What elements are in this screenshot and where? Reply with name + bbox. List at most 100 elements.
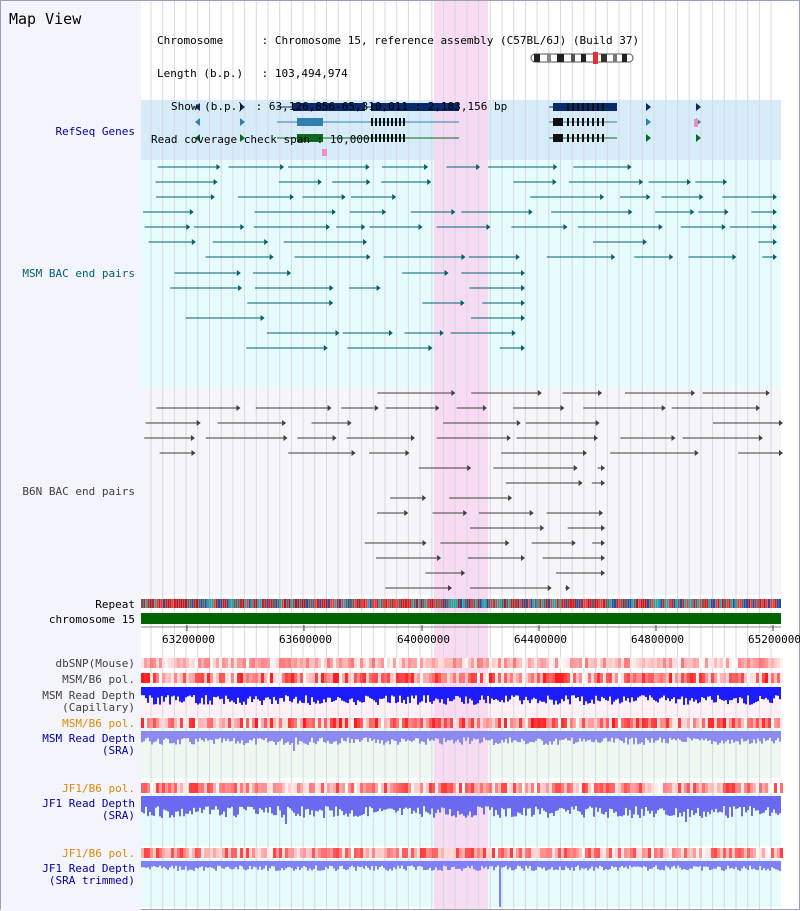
depth-bar (379, 687, 381, 699)
msm-read-depth-sra-track[interactable] (141, 731, 781, 751)
repeat-element (728, 599, 731, 608)
depth-bar (727, 796, 729, 818)
depth-bar (499, 731, 501, 744)
chromosome-15-bar[interactable] (141, 613, 781, 624)
depth-bar (483, 861, 485, 869)
heat-cell (612, 783, 615, 793)
depth-bar (347, 687, 349, 704)
depth-bar (311, 796, 313, 811)
depth-bar (345, 796, 347, 814)
heat-cell (711, 658, 714, 668)
heat-cell (432, 673, 435, 683)
heat-cell (315, 848, 318, 858)
label-msm-read-depth-sra[interactable]: MSM Read Depth (42, 732, 135, 745)
heat-cell (327, 673, 330, 683)
depth-bar (703, 861, 705, 867)
heat-cell (285, 718, 288, 728)
heat-cell (252, 848, 255, 858)
label-jf1-read-depth-trimmed[interactable]: JF1 Read Depth (42, 862, 135, 875)
depth-bar (317, 861, 319, 871)
depth-bar (347, 731, 349, 738)
msm-read-depth-capillary-track[interactable] (141, 687, 781, 705)
repeat-element (508, 599, 511, 608)
depth-bar (425, 861, 427, 870)
depth-bar (325, 796, 327, 807)
label-chromosome[interactable]: chromosome 15 (48, 613, 135, 626)
b6n-bac-end-pairs-track[interactable] (144, 390, 783, 591)
heat-cell (747, 673, 750, 683)
depth-bar (167, 731, 169, 739)
depth-bar (369, 861, 371, 870)
heat-cell (231, 658, 234, 668)
msm-bac-end-pairs-track[interactable] (143, 164, 777, 351)
heat-cell (756, 848, 759, 858)
label-repeat[interactable]: Repeat (95, 598, 135, 611)
depth-bar (663, 861, 665, 871)
msm-b6-pol-track-2[interactable] (141, 718, 783, 728)
repeat-element (200, 599, 203, 608)
depth-bar (311, 861, 313, 871)
depth-bar (521, 687, 523, 705)
depth-bar (307, 861, 309, 871)
depth-bar (429, 687, 431, 702)
repeat-element (163, 599, 165, 608)
jf1-b6-pol-track-1[interactable] (141, 783, 783, 793)
depth-bar (533, 861, 535, 871)
repeat-element (779, 599, 781, 608)
dbsnp-track[interactable] (141, 658, 783, 668)
chromosome-ideogram[interactable] (530, 52, 634, 64)
label-msm-b6-pol-2[interactable]: MSM/B6 pol. (62, 717, 135, 730)
label-dbsnp[interactable]: dbSNP(Mouse) (55, 657, 135, 670)
jf1-b6-pol-track-2[interactable] (141, 848, 783, 858)
depth-bar (409, 796, 411, 808)
depth-bar (739, 687, 741, 698)
heat-cell (552, 848, 555, 858)
heat-cell (141, 658, 144, 668)
heat-cell (615, 658, 618, 668)
depth-bar (761, 861, 763, 871)
depth-bar (209, 861, 211, 867)
label-msm-b6-pol-1[interactable]: MSM/B6 pol. (62, 673, 135, 686)
depth-bar (595, 731, 597, 740)
repeat-element (730, 599, 733, 608)
depth-bar (605, 796, 607, 812)
depth-bar (313, 687, 315, 702)
bac-end-marker (515, 254, 520, 260)
label-msm-read-depth-capillary-sub: (Capillary) (62, 701, 135, 714)
bac-end-marker (611, 254, 616, 260)
depth-bar (523, 796, 525, 808)
label-refseq-genes[interactable]: RefSeq Genes (55, 125, 135, 138)
depth-bar (375, 861, 377, 867)
heat-cell (474, 783, 477, 793)
repeat-element (240, 599, 242, 608)
label-b6n-bac-end-pairs[interactable]: B6N BAC end pairs (22, 485, 135, 498)
depth-bar (217, 731, 219, 740)
repeat-element (233, 599, 236, 608)
jf1-read-depth-trimmed-track[interactable] (141, 861, 781, 907)
heat-cell (582, 783, 585, 793)
refseq-genes-track[interactable] (195, 103, 701, 156)
heat-cell (654, 718, 657, 728)
depth-bar (365, 731, 367, 738)
msm-b6-pol-track-1[interactable] (141, 673, 783, 683)
heat-cell (183, 848, 186, 858)
jf1-read-depth-sra-track[interactable] (141, 796, 781, 824)
depth-bar (653, 861, 655, 867)
heat-cell (147, 673, 150, 683)
depth-bar (211, 687, 213, 705)
bac-end-marker (186, 224, 191, 230)
depth-bar (383, 861, 385, 868)
heat-cell (600, 783, 603, 793)
label-msm-read-depth-capillary[interactable]: MSM Read Depth (42, 689, 135, 702)
depth-bar (215, 731, 217, 739)
heat-cell (201, 658, 204, 668)
label-jf1-b6-pol-1[interactable]: JF1/B6 pol. (62, 782, 135, 795)
repeat-track[interactable] (141, 599, 781, 608)
label-jf1-b6-pol-2[interactable]: JF1/B6 pol. (62, 847, 135, 860)
label-msm-bac-end-pairs[interactable]: MSM BAC end pairs (22, 267, 135, 280)
depth-bar (163, 796, 165, 810)
depth-bar (643, 796, 645, 816)
label-jf1-read-depth-sra[interactable]: JF1 Read Depth (42, 797, 135, 810)
depth-bar (295, 687, 297, 697)
